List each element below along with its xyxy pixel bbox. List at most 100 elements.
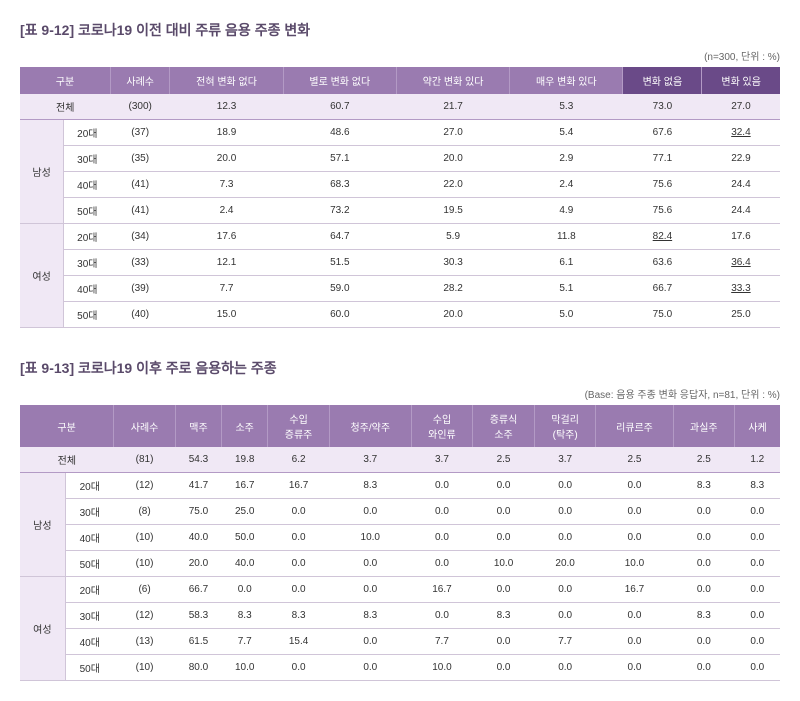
cell: 3.7 (534, 447, 596, 473)
cell: 0.0 (329, 499, 411, 525)
table-row: 40대(39)7.759.028.25.166.733.3 (20, 276, 780, 302)
cell: 11.8 (510, 224, 623, 250)
cell: 5.1 (510, 276, 623, 302)
cell: 66.7 (623, 276, 702, 302)
group-label: 여성 (20, 224, 64, 328)
age-label: 30대 (65, 499, 114, 525)
cell: 61.5 (175, 629, 221, 655)
column-header: 구분 (20, 67, 110, 94)
cell: 4.9 (510, 198, 623, 224)
cell: 5.3 (510, 94, 623, 120)
cell: 0.0 (222, 577, 268, 603)
cell: 75.6 (623, 172, 702, 198)
table-row: 남성20대(37)18.948.627.05.467.632.4 (20, 120, 780, 146)
table1-title: [표 9-12] 코로나19 이전 대비 주류 음용 주종 변화 (20, 20, 780, 40)
cell: 0.0 (268, 551, 330, 577)
cell: 20.0 (534, 551, 596, 577)
cell: 0.0 (329, 655, 411, 681)
cell: 5.0 (510, 302, 623, 328)
cell: 33.3 (702, 276, 780, 302)
cell: 51.5 (283, 250, 396, 276)
cell: (37) (110, 120, 169, 146)
cell: 6.1 (510, 250, 623, 276)
cell: 17.6 (702, 224, 780, 250)
cell: 0.0 (673, 629, 735, 655)
cell: (35) (110, 146, 169, 172)
table-row: 50대(40)15.060.020.05.075.025.0 (20, 302, 780, 328)
cell: 73.0 (623, 94, 702, 120)
cell: 0.0 (268, 655, 330, 681)
cell: 1.2 (735, 447, 780, 473)
cell: 19.5 (396, 198, 509, 224)
cell: 0.0 (411, 525, 473, 551)
cell: 16.7 (222, 473, 268, 499)
table-row: 50대(41)2.473.219.54.975.624.4 (20, 198, 780, 224)
cell: 8.3 (268, 603, 330, 629)
cell: 0.0 (534, 655, 596, 681)
table1-subtitle: (n=300, 단위 : %) (20, 48, 780, 63)
table2-title: [표 9-13] 코로나19 이후 주로 음용하는 주종 (20, 358, 780, 378)
cell: 2.4 (170, 198, 283, 224)
table-row: 남성20대(12)41.716.716.78.30.00.00.00.08.38… (20, 473, 780, 499)
cell: 25.0 (702, 302, 780, 328)
table-row: 여성20대(34)17.664.75.911.882.417.6 (20, 224, 780, 250)
cell: 10.0 (411, 655, 473, 681)
cell: 0.0 (596, 525, 673, 551)
cell: 8.3 (222, 603, 268, 629)
cell: 68.3 (283, 172, 396, 198)
cell: 0.0 (673, 551, 735, 577)
cell: 8.3 (329, 603, 411, 629)
cell: 0.0 (673, 525, 735, 551)
column-header: 별로 변화 없다 (283, 67, 396, 94)
cell: 21.7 (396, 94, 509, 120)
table-row: 50대(10)80.010.00.00.010.00.00.00.00.00.0 (20, 655, 780, 681)
cell: 41.7 (175, 473, 221, 499)
cell: 8.3 (735, 473, 780, 499)
column-header: 변화 없음 (623, 67, 702, 94)
table-row-total: 전체(300)12.360.721.75.373.027.0 (20, 94, 780, 120)
cell: 7.7 (222, 629, 268, 655)
cell: 0.0 (534, 577, 596, 603)
cell: 64.7 (283, 224, 396, 250)
table-row: 30대(12)58.38.38.38.30.08.30.00.08.30.0 (20, 603, 780, 629)
cell: 8.3 (329, 473, 411, 499)
column-header: 사례수 (110, 67, 169, 94)
cell: 7.7 (411, 629, 473, 655)
table-row: 30대(8)75.025.00.00.00.00.00.00.00.00.0 (20, 499, 780, 525)
table-row: 40대(13)61.57.715.40.07.70.07.70.00.00.0 (20, 629, 780, 655)
column-header: 사케 (735, 405, 780, 447)
cell: 15.0 (170, 302, 283, 328)
cell: 63.6 (623, 250, 702, 276)
table-row: 50대(10)20.040.00.00.00.010.020.010.00.00… (20, 551, 780, 577)
total-label: 전체 (20, 94, 110, 120)
group-label: 여성 (20, 577, 65, 681)
cell: 75.0 (175, 499, 221, 525)
column-header: 약간 변화 있다 (396, 67, 509, 94)
cell: 5.9 (396, 224, 509, 250)
cell: (12) (114, 473, 176, 499)
cell: 12.1 (170, 250, 283, 276)
table-row: 40대(10)40.050.00.010.00.00.00.00.00.00.0 (20, 525, 780, 551)
total-label: 전체 (20, 447, 114, 473)
table-row: 40대(41)7.368.322.02.475.624.4 (20, 172, 780, 198)
cell: 8.3 (473, 603, 535, 629)
cell: 50.0 (222, 525, 268, 551)
cell: 75.6 (623, 198, 702, 224)
cell: 0.0 (673, 655, 735, 681)
age-label: 40대 (65, 629, 114, 655)
cell: 59.0 (283, 276, 396, 302)
cell: 0.0 (268, 577, 330, 603)
age-label: 30대 (65, 603, 114, 629)
cell: 0.0 (735, 499, 780, 525)
cell: 0.0 (735, 603, 780, 629)
cell: 60.0 (283, 302, 396, 328)
age-label: 30대 (64, 146, 111, 172)
cell: 7.7 (170, 276, 283, 302)
cell: 15.4 (268, 629, 330, 655)
cell: 0.0 (411, 603, 473, 629)
cell: 0.0 (473, 629, 535, 655)
cell: 0.0 (596, 629, 673, 655)
cell: 0.0 (673, 577, 735, 603)
cell: 75.0 (623, 302, 702, 328)
age-label: 30대 (64, 250, 111, 276)
